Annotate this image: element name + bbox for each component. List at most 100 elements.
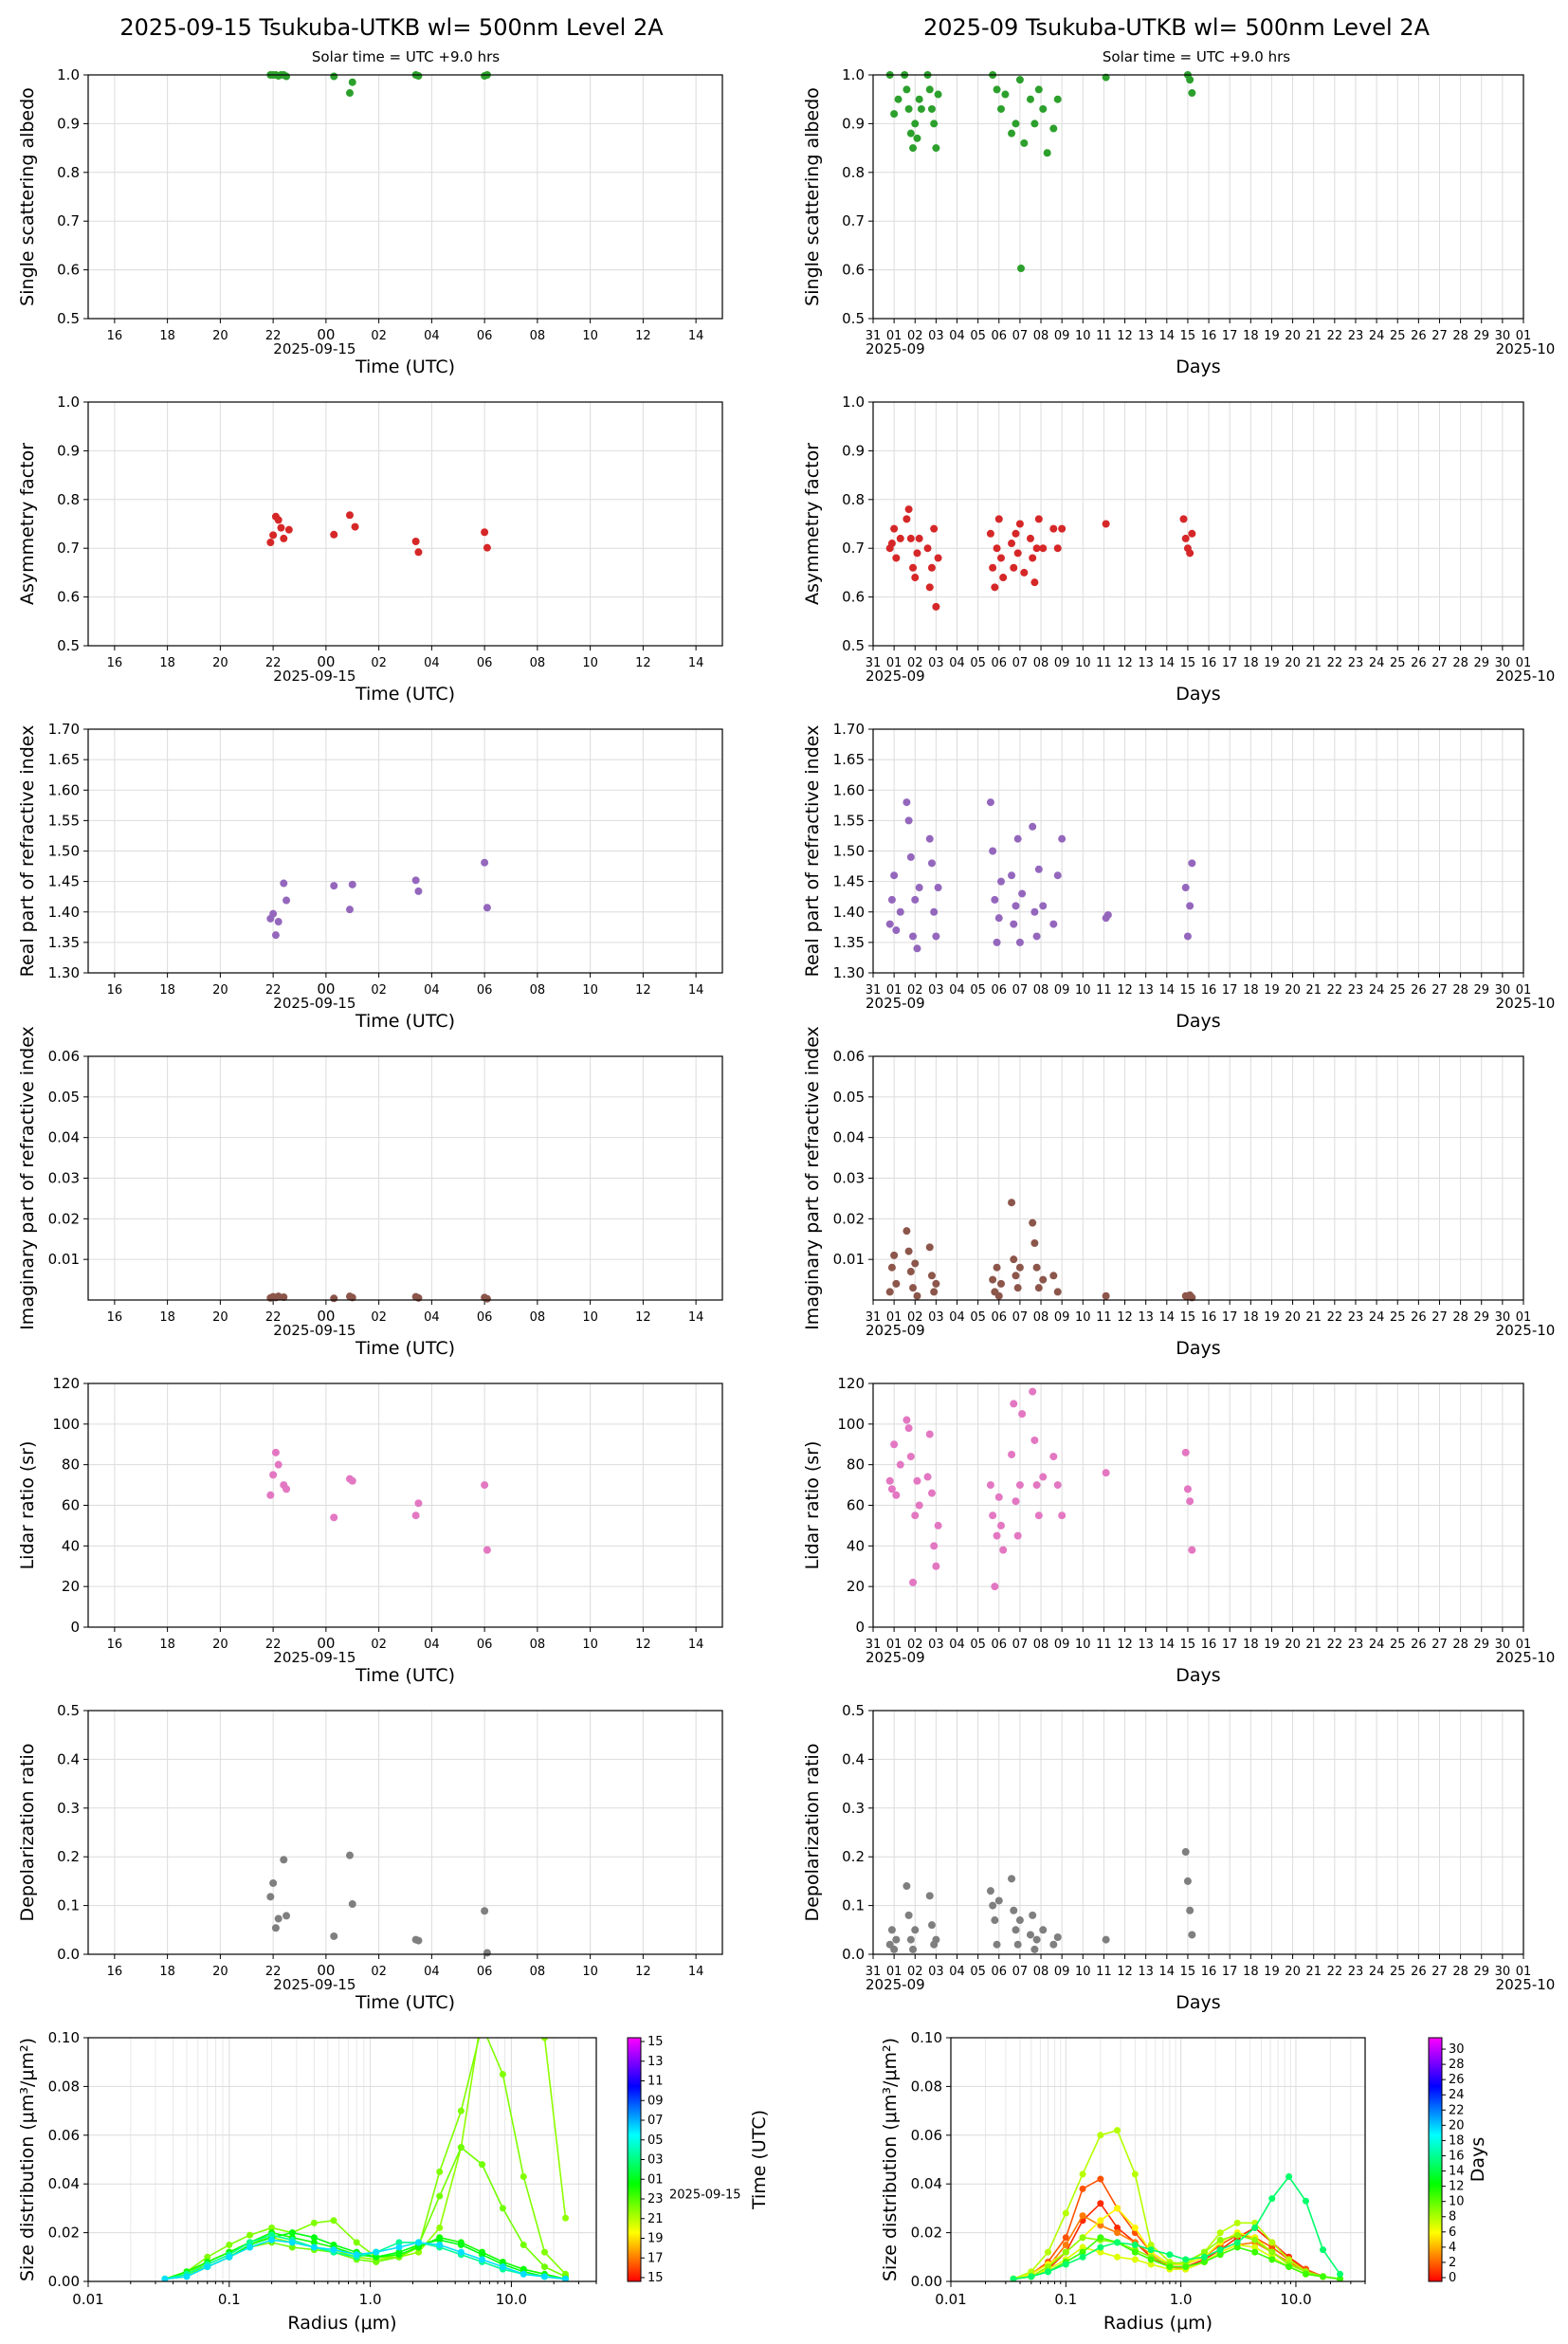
data-point bbox=[1020, 568, 1029, 577]
data-point bbox=[274, 918, 283, 926]
data-point bbox=[283, 1912, 291, 1920]
panel-depol_month: 31 01 02 03 04 05 06 07 08 09 10 11 12 13 14 15 16 17 18 19… bbox=[802, 1702, 1555, 2013]
data-point bbox=[483, 543, 491, 552]
x-tick-label: 01 bbox=[1516, 1638, 1532, 1652]
data-point bbox=[1032, 1263, 1041, 1272]
x-axis-label: Time (UTC) bbox=[355, 1665, 455, 1686]
data-point bbox=[911, 1259, 920, 1268]
panel-imag_day: 16 18 20 22 00 02 04 06 08 10 12 14 0.01 0.02 0.03 0.04… bbox=[17, 1026, 723, 1359]
x-tick-label: 25 bbox=[1390, 329, 1406, 343]
data-point bbox=[1008, 1199, 1016, 1207]
x-axis-label: Days bbox=[1176, 1992, 1220, 2013]
x-tick-label: 20 bbox=[212, 656, 228, 670]
x-tick-label: 01 bbox=[886, 329, 903, 343]
colorbar-tick-label: 2 bbox=[1449, 2256, 1456, 2270]
x-tick-label: 15 bbox=[1180, 1965, 1196, 1979]
series-point bbox=[204, 2263, 211, 2271]
x-tick-label: 12 bbox=[1117, 656, 1133, 670]
x-tick-label: 09 bbox=[1054, 329, 1070, 343]
x-tick-label: 06 bbox=[992, 1638, 1008, 1652]
series-point bbox=[1131, 2248, 1139, 2256]
data-point bbox=[923, 1473, 932, 1481]
x-tick-label: 07 bbox=[1012, 983, 1029, 998]
data-point bbox=[903, 1882, 911, 1891]
x-tick-label: 25 bbox=[1390, 656, 1406, 670]
colorbar-tick-label: 11 bbox=[647, 2075, 664, 2089]
x-axis-label: Time (UTC) bbox=[355, 357, 455, 377]
data-point bbox=[913, 1291, 921, 1300]
x-tick-label: 04 bbox=[424, 1965, 440, 1979]
y-axis-label: Single scattering albedo bbox=[802, 87, 823, 306]
data-point bbox=[1186, 902, 1194, 910]
series-point bbox=[457, 2144, 465, 2152]
data-point bbox=[274, 1460, 283, 1469]
x-tick-label: 12 bbox=[1117, 1310, 1133, 1325]
colorbar bbox=[627, 2037, 642, 2282]
x-tick-label: 20 bbox=[1285, 329, 1301, 343]
series-point bbox=[1079, 2253, 1086, 2261]
x-tick-label: 05 bbox=[970, 656, 986, 670]
y-tick-label: 1.50 bbox=[48, 843, 80, 860]
data-point bbox=[1008, 871, 1016, 880]
series-point bbox=[1251, 2224, 1259, 2231]
series-point bbox=[226, 2253, 233, 2261]
series-point bbox=[1251, 2243, 1259, 2251]
x-tick-label: 20 bbox=[1285, 1638, 1301, 1652]
x-tick-label: 03 bbox=[928, 983, 944, 998]
series-point bbox=[226, 2241, 233, 2248]
y-tick-label: 0.08 bbox=[48, 2078, 80, 2095]
x-tick-label: 28 bbox=[1452, 1965, 1468, 1979]
data-point bbox=[1181, 1448, 1190, 1456]
data-point bbox=[903, 798, 911, 807]
x-end-label: 2025-10 bbox=[1496, 340, 1556, 357]
x-tick-label: 15 bbox=[1180, 656, 1196, 670]
data-point bbox=[903, 1416, 911, 1424]
x-tick-label: 28 bbox=[1452, 329, 1468, 343]
x-tick-label: 18 bbox=[1243, 1965, 1259, 1979]
data-point bbox=[892, 1935, 901, 1944]
data-point bbox=[269, 909, 278, 918]
y-tick-label: 1.65 bbox=[48, 751, 80, 768]
colorbar-tick-label: 19 bbox=[647, 2232, 664, 2246]
data-point bbox=[887, 540, 896, 548]
data-point bbox=[885, 1288, 894, 1296]
data-point bbox=[271, 1924, 280, 1932]
data-point bbox=[1102, 1935, 1110, 1944]
y-tick-label: 0.7 bbox=[57, 540, 80, 557]
data-point bbox=[906, 1453, 915, 1461]
data-point bbox=[1186, 76, 1194, 84]
x-tick-label: 20 bbox=[1285, 656, 1301, 670]
data-point bbox=[271, 1448, 280, 1456]
data-point bbox=[913, 549, 921, 558]
data-point bbox=[1049, 920, 1058, 928]
x-start-label: 2025-09 bbox=[866, 995, 925, 1012]
series-point bbox=[330, 2217, 337, 2225]
x-tick-label: 25 bbox=[1390, 1965, 1406, 1979]
series-point bbox=[1097, 2200, 1104, 2207]
x-tick-label: 09 bbox=[1054, 983, 1070, 998]
x-tick-label: 15 bbox=[1180, 1638, 1196, 1652]
series-point bbox=[161, 2275, 169, 2281]
data-point bbox=[890, 110, 899, 119]
data-point bbox=[993, 1940, 1001, 1949]
data-point bbox=[911, 574, 920, 582]
x-tick-label: 12 bbox=[635, 983, 651, 998]
data-point bbox=[266, 1491, 275, 1499]
y-tick-label: 0.06 bbox=[833, 1048, 865, 1065]
x-tick-label: 21 bbox=[1305, 329, 1322, 343]
series-point bbox=[373, 2248, 380, 2256]
data-point bbox=[283, 1485, 291, 1493]
series-point bbox=[1233, 2231, 1241, 2239]
data-point bbox=[996, 104, 1005, 113]
x-tick-label: 02 bbox=[371, 1965, 387, 1979]
y-tick-label: 0.01 bbox=[833, 1251, 865, 1268]
data-point bbox=[930, 119, 939, 128]
x-tick-label: 12 bbox=[1117, 1965, 1133, 1979]
data-point bbox=[904, 1424, 913, 1433]
x-tick-label: 21 bbox=[1305, 656, 1322, 670]
x-tick-label: 01 bbox=[886, 1310, 903, 1325]
data-point bbox=[1015, 520, 1024, 528]
colorbar-tick-label: 21 bbox=[647, 2212, 664, 2226]
data-point bbox=[890, 1945, 899, 1953]
series-point bbox=[1062, 2261, 1069, 2268]
